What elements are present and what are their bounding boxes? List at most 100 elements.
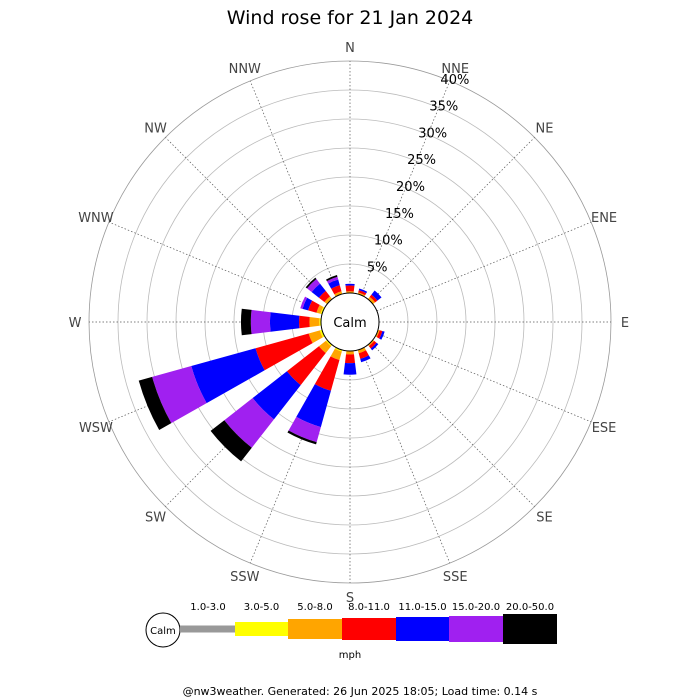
wedge-wsw-2 bbox=[308, 330, 323, 344]
calm-circle bbox=[320, 292, 380, 352]
wedge-sse-2 bbox=[357, 347, 366, 354]
wedge-ssw-5 bbox=[288, 416, 321, 443]
chart-title: Wind rose for 21 Jan 2024 bbox=[227, 7, 474, 29]
wedge-w-6 bbox=[240, 308, 252, 336]
wedge-w-2 bbox=[309, 317, 320, 327]
wedge-wsw-3 bbox=[255, 333, 313, 371]
wedge-nnw-6 bbox=[326, 275, 338, 282]
radial-line bbox=[376, 221, 592, 312]
wedge-nw-5 bbox=[307, 279, 321, 293]
wedge-ssw-2 bbox=[330, 348, 342, 361]
wedge-wnw-5 bbox=[300, 296, 308, 309]
legend-calm-label: Calm bbox=[150, 626, 176, 637]
wedge-ne-2 bbox=[367, 296, 376, 305]
direction-label: NNW bbox=[229, 62, 261, 77]
direction-label: W bbox=[69, 316, 82, 331]
direction-label: WNW bbox=[78, 211, 114, 226]
wedge-ssw-3 bbox=[314, 356, 340, 391]
legend-label-0: 1.0-3.0 bbox=[190, 602, 225, 613]
wedge-sw-3 bbox=[286, 346, 326, 386]
legend-label-1: 3.0-5.0 bbox=[244, 602, 279, 613]
direction-label: S bbox=[346, 591, 354, 606]
legend-label-6: 20.0-50.0 bbox=[506, 602, 554, 613]
direction-label: SSW bbox=[230, 570, 260, 585]
wedge-n-3 bbox=[345, 285, 355, 292]
legend-swatch-4 bbox=[396, 617, 449, 641]
legend-swatch-2 bbox=[288, 619, 342, 639]
wedge-wsw-4 bbox=[191, 348, 265, 404]
wedge-ese-4 bbox=[379, 330, 385, 340]
wedge-ese-3 bbox=[376, 330, 383, 339]
wedge-se-4 bbox=[370, 342, 379, 351]
direction-labels: N NNE NE ENE E ESE SE SSE S SSW SW WSW W WNW NW NNW bbox=[69, 41, 630, 606]
wedge-wnw-3 bbox=[308, 300, 320, 313]
radial-line bbox=[370, 137, 535, 302]
ring-label: 15% bbox=[385, 207, 414, 222]
wedge-wnw-4 bbox=[302, 297, 313, 311]
legend-label-2: 5.0-8.0 bbox=[297, 602, 332, 613]
wedge-sse-4 bbox=[360, 355, 371, 363]
wedge-nnw-4 bbox=[328, 279, 340, 289]
direction-label: SE bbox=[536, 510, 552, 525]
calm-label: Calm bbox=[333, 316, 366, 331]
wedge-sw-4 bbox=[252, 371, 301, 420]
wedge-nw-4 bbox=[311, 283, 326, 298]
wedge-ssw-6 bbox=[287, 430, 317, 445]
wedge-sw-1 bbox=[325, 339, 333, 347]
ring-label: 20% bbox=[396, 180, 425, 195]
wedge-wsw-6 bbox=[138, 376, 172, 430]
speed-legend: Calm 1.0-3.0 3.0-5.0 5.0-8.0 8.0-11.0 11.0-15… bbox=[145, 602, 557, 648]
wedge-wnw-2 bbox=[316, 304, 324, 314]
radial-line bbox=[360, 80, 451, 296]
wedge-w-5 bbox=[250, 309, 271, 335]
wedge-wsw-1 bbox=[319, 329, 325, 338]
radial-line bbox=[249, 80, 340, 296]
direction-label: ESE bbox=[592, 421, 617, 436]
grid-ring bbox=[146, 118, 554, 526]
wedge-sw-6 bbox=[210, 420, 252, 462]
wedge-s-3 bbox=[344, 354, 356, 364]
wedge-w-4 bbox=[269, 312, 300, 332]
wedge-nne-3 bbox=[358, 290, 367, 296]
wedge-s-4 bbox=[343, 362, 357, 375]
ring-label: 40% bbox=[440, 73, 469, 88]
ring-label: 35% bbox=[429, 100, 458, 115]
wind-spokes bbox=[138, 275, 385, 462]
wedge-ne-4 bbox=[371, 290, 382, 301]
wedge-nw-2 bbox=[324, 296, 333, 305]
radial-line bbox=[165, 137, 330, 302]
direction-label: NNE bbox=[441, 62, 469, 77]
wedge-se-2 bbox=[367, 339, 375, 347]
ring-labels: 5% 10% 15% 20% 25% 30% 35% 40% bbox=[367, 73, 469, 276]
legend-swatch-6 bbox=[503, 614, 557, 644]
legend-swatch-3 bbox=[342, 618, 396, 640]
grid-ring bbox=[233, 205, 467, 439]
wedge-nnw-2 bbox=[334, 291, 343, 297]
wedge-nnw-5 bbox=[326, 276, 339, 284]
radial-line bbox=[108, 221, 324, 312]
wedge-sw-5 bbox=[224, 398, 274, 448]
wedge-wsw-5 bbox=[152, 366, 207, 424]
radial-line bbox=[360, 348, 451, 564]
direction-label: WSW bbox=[79, 421, 113, 436]
wedge-w-3 bbox=[298, 315, 310, 329]
wedge-nw-6 bbox=[305, 277, 317, 289]
wedge-sw-2 bbox=[318, 340, 332, 354]
legend-label-4: 11.0-15.0 bbox=[398, 602, 446, 613]
legend-swatch-1 bbox=[235, 622, 288, 636]
wedge-nnw-3 bbox=[331, 285, 342, 295]
legend-swatch-5 bbox=[449, 616, 503, 642]
direction-label: ENE bbox=[591, 211, 617, 226]
radial-line bbox=[376, 332, 592, 423]
footer-text: @nw3weather. Generated: 26 Jun 2025 18:0… bbox=[183, 685, 538, 698]
direction-label: NW bbox=[144, 122, 167, 137]
wedge-ssw-4 bbox=[296, 384, 331, 428]
direction-label: SW bbox=[145, 510, 166, 525]
wedge-n-4 bbox=[345, 283, 355, 286]
legend-swatch-0 bbox=[180, 625, 235, 633]
wedge-ne-3 bbox=[369, 294, 378, 303]
radial-line bbox=[370, 342, 535, 507]
ring-label: 25% bbox=[407, 153, 436, 168]
wedge-nw-3 bbox=[318, 290, 331, 303]
